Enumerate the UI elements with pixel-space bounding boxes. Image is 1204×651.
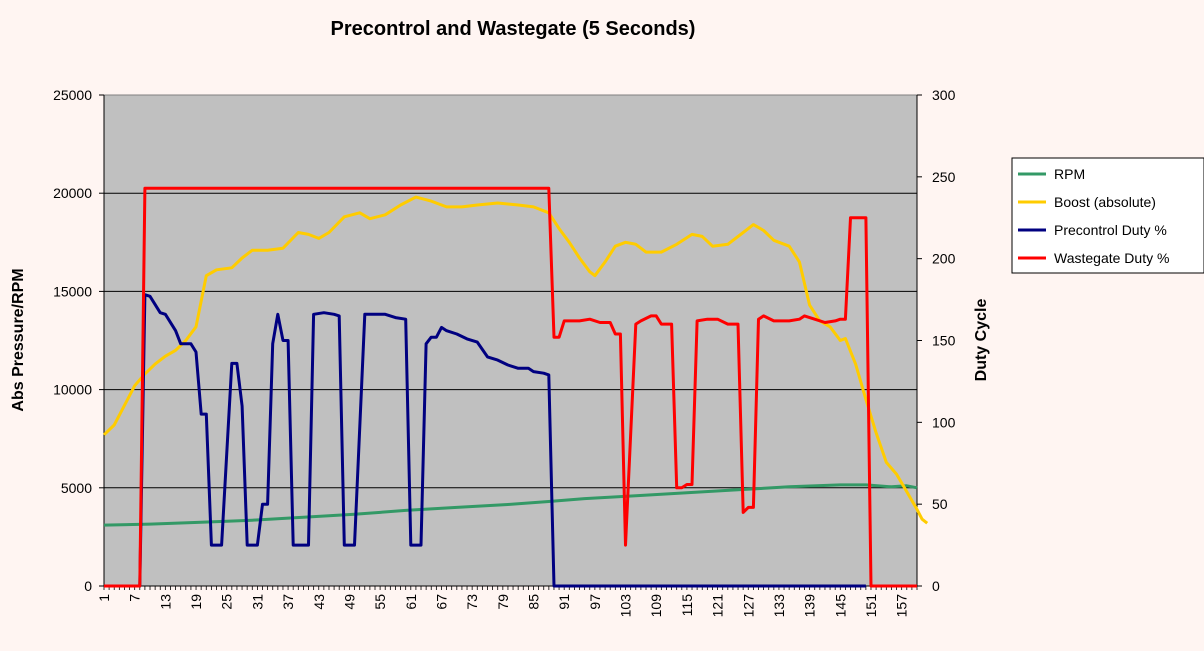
x-tick-label: 109 — [648, 594, 664, 618]
x-tick-label: 121 — [710, 594, 726, 618]
legend-label: RPM — [1054, 166, 1085, 182]
legend-label: Wastegate Duty % — [1054, 250, 1169, 266]
y2-axis-title: Duty Cycle — [973, 299, 990, 382]
x-tick-label: 79 — [495, 594, 511, 610]
y-tick-label: 0 — [84, 578, 92, 594]
x-tick-label: 85 — [526, 594, 542, 610]
x-tick-label: 73 — [464, 594, 480, 610]
x-axis: 1 7 13 19 25 31 37 43 49 55 61 67 73 79 85 91 97 103 109 11… — [96, 585, 918, 618]
x-tick-label: 13 — [157, 594, 173, 610]
x-tick-label: 157 — [894, 594, 910, 618]
y-tick-label: 5000 — [61, 480, 92, 496]
x-tick-label: 55 — [372, 594, 388, 610]
x-tick-label: 67 — [433, 594, 449, 610]
y2-tick-label: 250 — [932, 169, 956, 185]
legend-label: Precontrol Duty % — [1054, 222, 1167, 238]
y2-tick-label: 100 — [932, 414, 956, 430]
x-tick-label: 139 — [802, 594, 818, 618]
x-tick-label: 127 — [740, 594, 756, 618]
x-tick-label: 19 — [188, 594, 204, 610]
x-tick-label: 91 — [556, 594, 572, 610]
x-tick-label: 31 — [249, 594, 265, 610]
y-tick-label: 25000 — [53, 87, 92, 103]
plot-area — [103, 94, 918, 587]
x-tick-label: 43 — [311, 594, 327, 610]
y-tick-label: 10000 — [53, 382, 92, 398]
y2-tick-label: 150 — [932, 333, 956, 349]
x-tick-label: 133 — [771, 594, 787, 618]
y2-tick-label: 200 — [932, 251, 956, 267]
y-axis-title: Abs Pressure/RPM — [10, 268, 27, 411]
x-tick-label: 37 — [280, 594, 296, 610]
y-axis-right: 0 50 100 150 200 250 300 — [916, 87, 956, 594]
x-tick-label: 7 — [127, 594, 143, 602]
series-line-wastegate-duty — [104, 186, 917, 588]
legend: RPM Boost (absolute) Precontrol Duty % Wast… — [1011, 157, 1204, 274]
chart-title: Precontrol and Wastegate (5 Seconds) — [331, 18, 696, 40]
x-tick-label: 97 — [587, 594, 603, 610]
x-tick-label: 151 — [863, 594, 879, 618]
y-axis-left: 0 5000 10000 15000 20000 25000 — [53, 87, 105, 594]
x-tick-label: 61 — [403, 594, 419, 610]
x-tick-label: 103 — [618, 594, 634, 618]
x-tick-label: 49 — [341, 594, 357, 610]
y2-tick-label: 300 — [932, 87, 956, 103]
legend-label: Boost (absolute) — [1054, 194, 1156, 210]
x-tick-label: 145 — [832, 594, 848, 618]
y2-tick-label: 50 — [932, 496, 948, 512]
y-tick-label: 15000 — [53, 283, 92, 299]
x-tick-label: 1 — [96, 594, 112, 602]
y-tick-label: 20000 — [53, 185, 92, 201]
series-lines — [102, 186, 929, 588]
series-line-precontrol-duty — [104, 293, 866, 588]
x-tick-label: 115 — [679, 594, 695, 617]
y2-tick-label: 0 — [932, 578, 940, 594]
x-tick-label: 25 — [219, 594, 235, 610]
